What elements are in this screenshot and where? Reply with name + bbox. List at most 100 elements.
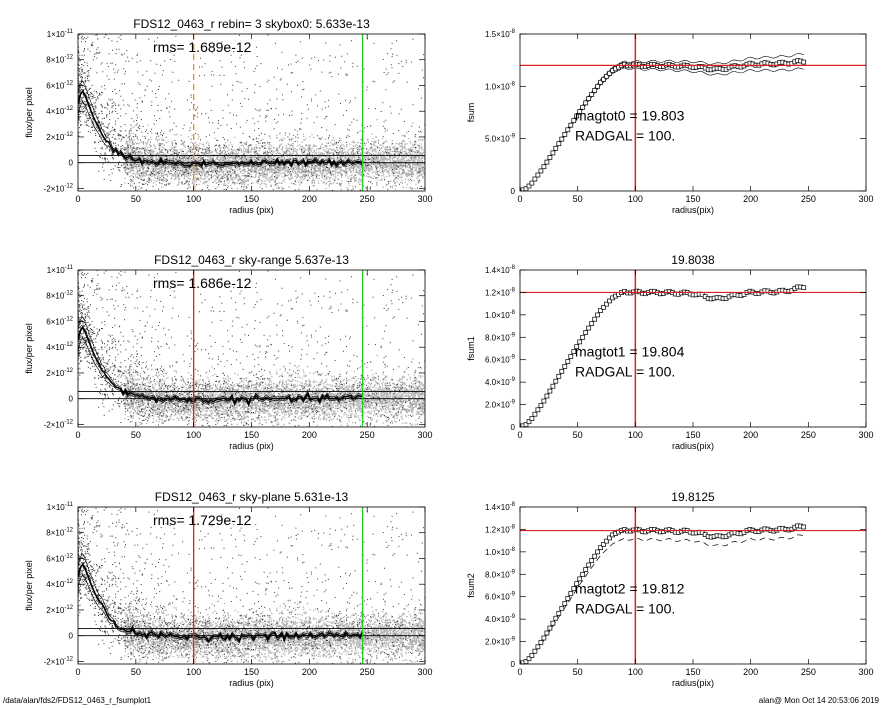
y-tick-label: -2×10-12	[44, 419, 74, 429]
data-point-marker	[526, 419, 532, 425]
plot-frame	[519, 33, 867, 192]
scatter-dark-points	[78, 270, 425, 427]
footer-user-timestamp: alan@ Mon Oct 14 20:53:06 2019	[758, 696, 879, 705]
x-tick-label: 100	[628, 667, 643, 677]
data-point-marker	[598, 79, 603, 85]
x-tick-label: 0	[517, 430, 522, 440]
data-point-marker	[586, 96, 592, 101]
data-point-marker	[801, 285, 807, 291]
x-tick-label: 50	[573, 430, 583, 440]
rms-annotation: rms= 1.729e-12	[153, 512, 252, 528]
x-tick-label: 250	[360, 194, 375, 204]
x-tick-label: 250	[801, 667, 816, 677]
rms-annotation: rms= 1.689e-12	[153, 39, 252, 55]
data-point-marker	[526, 656, 532, 662]
radgal-annotation: RADGAL = 100.	[575, 364, 675, 380]
data-point-marker	[538, 168, 544, 174]
x-tick-label: 50	[573, 194, 583, 204]
data-point-marker	[595, 83, 600, 89]
y-tick-label: 1×10-11	[47, 29, 74, 39]
data-point-marker	[547, 625, 553, 631]
data-point-marker	[553, 378, 559, 384]
y-tick-label: 1.0×10-8	[485, 81, 516, 91]
chart-p2: 0 50 100 150 200 250 300 1.5×10-8 1.0×10-8 5.0×10…	[466, 29, 874, 215]
y-tick-label: 0	[511, 187, 516, 196]
x-tick-label: 200	[302, 430, 317, 440]
y-tick-label: 8×10-12	[46, 55, 73, 65]
y-axis-label: flux/per pixel	[24, 87, 34, 138]
data-point-marker	[607, 70, 612, 76]
data-point-marker	[598, 308, 603, 313]
chart-p4: 0 50 100 150 200 250 300 1.4×10-8 1.2×10-8 1.0×10…	[466, 253, 874, 451]
y-tick-label: 4.0×10-9	[485, 377, 516, 387]
data-point-marker	[568, 354, 574, 359]
y-tick-label: 4×10-12	[46, 106, 73, 116]
data-point-marker	[526, 183, 532, 189]
radgal-annotation: RADGAL = 100.	[575, 128, 675, 144]
data-point-marker	[532, 648, 538, 654]
data-point-marker	[541, 164, 547, 170]
x-tick-label: 50	[573, 667, 583, 677]
y-tick-label: 1.0×10-8	[485, 310, 516, 320]
data-point-marker	[571, 118, 577, 123]
profile-upper-envelope	[78, 316, 363, 403]
x-axis-label: radius (pix)	[229, 441, 274, 451]
x-tick-label: 150	[244, 667, 259, 677]
data-point-marker	[595, 312, 600, 318]
rms-annotation: rms= 1.686e-12	[153, 275, 252, 291]
y-tick-label: 1.2×10-8	[485, 524, 516, 534]
data-point-marker	[577, 576, 583, 582]
data-point-marker	[562, 364, 568, 369]
y-tick-label: 6×10-12	[46, 316, 73, 326]
x-tick-label: 150	[685, 430, 700, 440]
y-tick-label: 1×10-11	[47, 265, 74, 275]
data-point-marker	[601, 304, 606, 310]
cumulative-flux-line	[520, 60, 804, 191]
y-tick-label: 2.0×10-9	[485, 637, 516, 647]
data-point-marker	[592, 553, 598, 559]
data-point-marker	[529, 416, 535, 421]
x-tick-label: 300	[858, 194, 873, 204]
magtot-annotation: magtot2 = 19.812	[575, 581, 685, 597]
y-tick-label: 8×10-12	[46, 291, 73, 301]
x-tick-label: 50	[131, 430, 141, 440]
x-tick-label: 250	[360, 667, 375, 677]
y-axis-label: flux/per pixel	[24, 560, 34, 611]
data-point-marker	[538, 640, 544, 645]
x-tick-label: 250	[360, 430, 375, 440]
y-tick-label: 0	[69, 159, 74, 168]
x-tick-label: 150	[685, 194, 700, 204]
data-point-marker	[553, 615, 559, 621]
data-point-marker	[565, 127, 571, 133]
x-tick-label: 300	[858, 430, 873, 440]
x-tick-label: 0	[75, 194, 80, 204]
data-point-marker	[604, 538, 609, 544]
data-point-marker	[532, 411, 538, 417]
plot-title: 19.8038	[671, 253, 715, 267]
data-point-marker	[556, 373, 562, 379]
data-point-marker	[583, 330, 589, 335]
y-tick-label: 8.0×10-9	[485, 332, 516, 342]
scatter-dark-points	[78, 507, 425, 664]
data-point-marker	[601, 541, 606, 547]
y-tick-label: -2×10-12	[44, 656, 74, 666]
y-axis-label: fsum1	[466, 336, 476, 361]
magtot-annotation: magtot0 = 19.803	[575, 108, 685, 124]
footer-file-path: /data/alan/fds2/FDS12_0463_r_fsumplot1	[3, 696, 152, 705]
data-point-marker	[556, 141, 562, 147]
data-point-marker	[565, 596, 571, 601]
data-point-marker	[532, 176, 538, 182]
x-tick-label: 100	[628, 430, 643, 440]
y-tick-label: 8×10-12	[46, 528, 73, 538]
plot-title: FDS12_0463_r rebin= 3 skybox0: 5.633e-13	[133, 17, 370, 31]
data-point-marker	[544, 159, 550, 165]
data-point-marker	[604, 301, 609, 307]
y-tick-label: 1.5×10-8	[485, 29, 516, 39]
data-point-marker	[529, 653, 535, 658]
y-tick-label: 2.0×10-9	[485, 400, 516, 410]
data-point-marker	[559, 605, 565, 611]
magtot-annotation: magtot1 = 19.804	[575, 344, 685, 360]
x-tick-label: 300	[417, 194, 432, 204]
y-tick-label: 6×10-12	[46, 553, 73, 563]
y-tick-label: 4×10-12	[46, 579, 73, 589]
